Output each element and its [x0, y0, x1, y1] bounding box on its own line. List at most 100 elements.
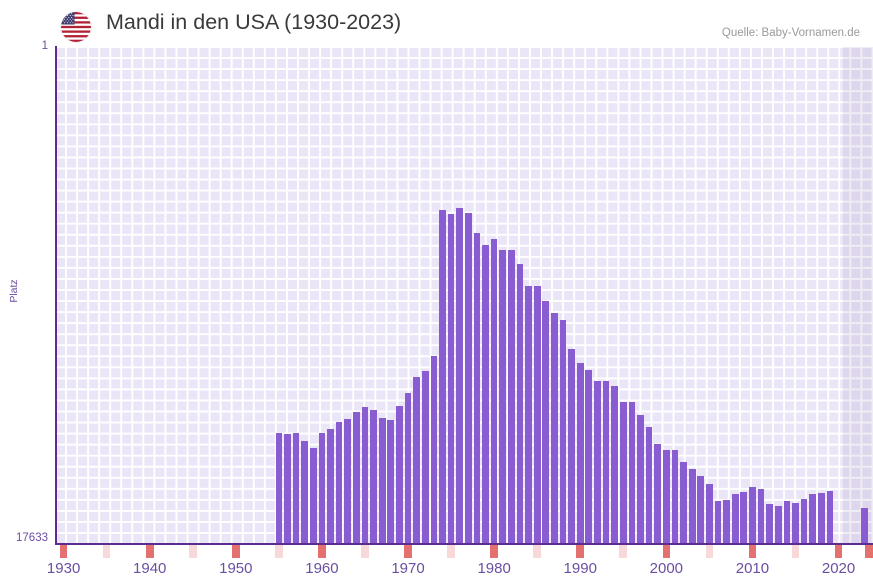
x-axis-tick-major — [865, 545, 873, 558]
bar[interactable] — [774, 506, 782, 543]
bar[interactable] — [387, 420, 395, 543]
x-axis-tick-major — [232, 545, 240, 558]
bar[interactable] — [697, 476, 705, 543]
bar[interactable] — [757, 489, 765, 543]
y-axis-title: Platz — [8, 279, 20, 303]
bar[interactable] — [861, 508, 868, 543]
bar[interactable] — [516, 263, 524, 543]
bar[interactable] — [611, 386, 619, 543]
bar[interactable] — [413, 377, 420, 543]
x-axis-label: 1990 — [563, 560, 597, 577]
bar[interactable] — [559, 320, 567, 543]
bar[interactable] — [568, 348, 575, 543]
x-axis-tick-minor — [188, 545, 197, 558]
bar[interactable] — [533, 286, 541, 543]
bar[interactable] — [576, 362, 584, 543]
x-axis-tick-major — [145, 545, 154, 558]
x-axis-tick-major — [662, 545, 671, 558]
bar[interactable] — [749, 486, 756, 543]
x-axis-line — [55, 543, 873, 545]
bar[interactable] — [284, 433, 291, 543]
bar[interactable] — [654, 443, 662, 543]
bar[interactable] — [817, 492, 825, 543]
bar[interactable] — [723, 500, 730, 543]
bar[interactable] — [421, 370, 429, 543]
bar[interactable] — [800, 499, 808, 543]
bar[interactable] — [542, 301, 550, 543]
x-axis-tick-major — [318, 545, 326, 558]
bar[interactable] — [378, 418, 386, 543]
bar[interactable] — [344, 418, 352, 543]
y-axis-tick-top: 1 — [41, 40, 48, 52]
bar[interactable] — [688, 468, 696, 543]
bar[interactable] — [499, 250, 507, 543]
bar[interactable] — [361, 407, 369, 543]
bar[interactable] — [335, 422, 343, 543]
x-axis-tick-major — [834, 545, 843, 558]
bar[interactable] — [792, 502, 799, 543]
bar[interactable] — [353, 411, 360, 543]
bar[interactable] — [551, 313, 558, 543]
x-axis-tick-major — [748, 545, 757, 558]
bar[interactable] — [619, 401, 627, 543]
bar[interactable] — [602, 380, 610, 543]
x-axis-tick-minor — [619, 545, 628, 558]
bar[interactable] — [318, 432, 326, 543]
bar[interactable] — [292, 432, 300, 543]
bar[interactable] — [456, 207, 464, 543]
bar[interactable] — [594, 380, 601, 543]
bar[interactable] — [507, 250, 515, 543]
bar[interactable] — [404, 392, 412, 543]
x-axis-label: 2020 — [821, 560, 856, 577]
bar[interactable] — [783, 501, 791, 543]
x-axis-tick-major — [59, 545, 68, 558]
plot-area — [55, 47, 873, 543]
bar[interactable] — [671, 450, 679, 543]
bar[interactable] — [809, 494, 817, 543]
bar[interactable] — [482, 244, 489, 543]
bar[interactable] — [370, 410, 377, 543]
bar[interactable] — [301, 440, 309, 543]
bar[interactable] — [637, 414, 644, 543]
bar[interactable] — [731, 494, 739, 543]
bar[interactable] — [327, 429, 334, 543]
x-axis-label: 1980 — [477, 560, 511, 577]
bar[interactable] — [439, 209, 446, 543]
chart-header: Mandi in den USA (1930-2023) Quelle: Bab… — [0, 0, 873, 47]
bar[interactable] — [309, 447, 317, 543]
bar[interactable] — [662, 450, 670, 543]
bar[interactable] — [447, 214, 455, 543]
bar[interactable] — [585, 370, 593, 543]
us-flag-icon — [61, 12, 91, 42]
bar[interactable] — [525, 286, 532, 543]
source-attribution: Quelle: Baby-Vornamen.de — [721, 27, 860, 39]
bar[interactable] — [766, 504, 774, 543]
x-axis-label: 1940 — [133, 560, 167, 577]
bar[interactable] — [645, 427, 653, 543]
bar[interactable] — [396, 406, 403, 543]
bar[interactable] — [628, 402, 636, 543]
x-axis-label: 1950 — [219, 560, 253, 577]
x-axis-tick-minor — [533, 545, 541, 558]
x-axis-label: 2010 — [735, 560, 770, 577]
x-axis-tick-minor — [361, 545, 369, 558]
x-axis-ticks — [0, 545, 873, 558]
page-title: Mandi in den USA (1930-2023) — [106, 10, 402, 34]
bar[interactable] — [275, 432, 283, 543]
bar[interactable] — [464, 212, 472, 543]
bar[interactable] — [473, 233, 481, 543]
bar[interactable] — [680, 462, 687, 543]
x-axis-label: 1960 — [305, 560, 339, 577]
y-axis-line — [55, 46, 57, 544]
x-axis-tick-minor — [791, 545, 800, 558]
bar[interactable] — [826, 491, 834, 543]
bar[interactable] — [706, 484, 713, 543]
x-axis-tick-major — [576, 545, 585, 558]
x-axis-tick-minor — [447, 545, 455, 558]
bar[interactable] — [714, 501, 722, 543]
bar[interactable] — [490, 238, 498, 543]
x-axis-label: 1930 — [46, 560, 81, 577]
bar[interactable] — [430, 356, 438, 543]
bar[interactable] — [740, 492, 748, 543]
